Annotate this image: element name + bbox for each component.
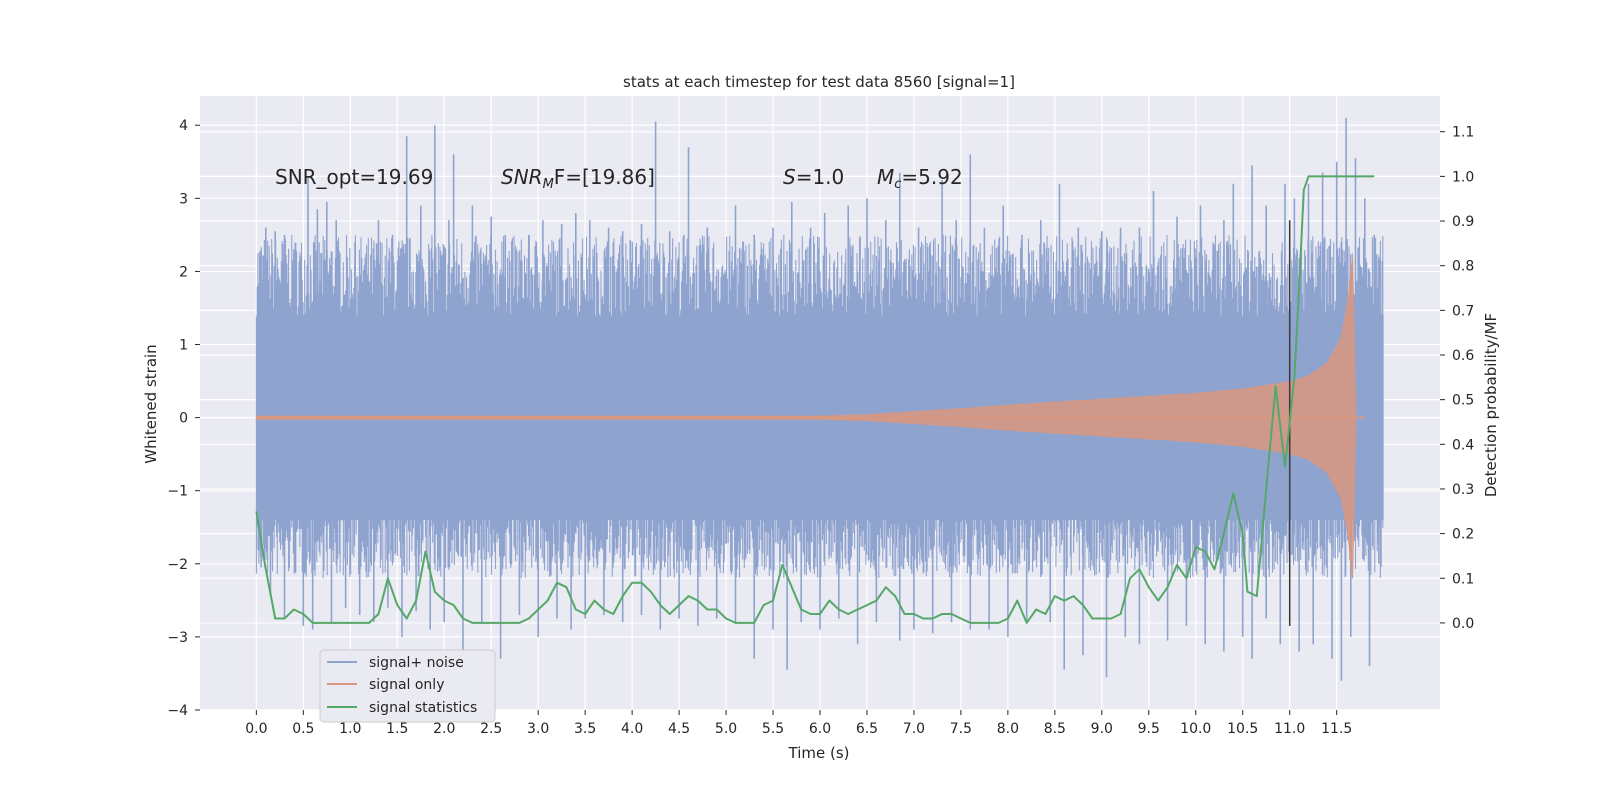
x-tick-label: 4.5: [668, 721, 690, 737]
signal-only-series: [255, 256, 1365, 579]
y-right-tick-label: 0.4: [1452, 437, 1474, 453]
x-tick-label: 7.0: [903, 721, 925, 737]
y-left-tick-label: 3: [179, 191, 188, 207]
y-right-axis-ticks: 1.1 1.0 0.9 0.8 0.7 0.6 0.5 0.4 0.3 0.2 0.1 0.0: [1440, 125, 1474, 632]
x-tick-label: 11.0: [1274, 721, 1305, 737]
y-right-tick-label: 0.8: [1452, 259, 1474, 275]
y-right-axis-label: Detection probability/MF: [1482, 313, 1500, 497]
y-right-tick-label: 0.9: [1452, 214, 1474, 230]
y-left-axis-ticks: 4 3 2 1 0 −1 −2 −3 −4: [167, 118, 200, 719]
legend-label-signal: signal only: [369, 677, 444, 693]
chart-title: stats at each timestep for test data 856…: [623, 73, 1015, 91]
x-tick-label: 5.0: [715, 721, 737, 737]
y-left-tick-label: 0: [179, 411, 188, 427]
y-right-tick-label: 0.2: [1452, 527, 1474, 543]
x-tick-label: 6.5: [856, 721, 878, 737]
y-right-tick-label: 0.1: [1452, 571, 1474, 587]
legend-label-stats: signal statistics: [369, 700, 477, 716]
x-tick-label: 0.5: [292, 721, 314, 737]
x-tick-label: 11.5: [1321, 721, 1352, 737]
x-tick-label: 9.0: [1091, 721, 1113, 737]
x-tick-label: 6.0: [809, 721, 831, 737]
x-tick-label: 3.0: [527, 721, 549, 737]
x-axis-ticks: 0.0 0.5 1.0 1.5 2.0 2.5 3.0 3.5 4.0 4.5 5.0 5.5 6.0 6…: [245, 710, 1352, 737]
x-tick-label: 8.0: [997, 721, 1019, 737]
x-axis-label: Time (s): [788, 744, 850, 762]
x-tick-label: 8.5: [1044, 721, 1066, 737]
x-tick-label: 1.5: [386, 721, 408, 737]
legend-box: [319, 649, 496, 723]
y-left-tick-label: −4: [167, 703, 188, 719]
x-tick-label: 9.5: [1138, 721, 1160, 737]
x-tick-label: 10.5: [1227, 721, 1258, 737]
x-tick-label: 2.0: [433, 721, 455, 737]
signal-statistics-series: [255, 175, 1375, 624]
y-left-axis-label: Whitened strain: [142, 344, 160, 463]
stats-line: [255, 175, 1375, 624]
x-tick-label: 3.5: [574, 721, 596, 737]
y-right-tick-label: 1.1: [1452, 125, 1474, 141]
annotation-snr-mf: SNRMF=[19.86]: [501, 165, 655, 192]
legend-label-noise: signal+ noise: [369, 655, 464, 671]
x-tick-label: 4.0: [621, 721, 643, 737]
y-right-tick-label: 0.5: [1452, 393, 1474, 409]
annotation-s: S=1.0: [783, 165, 844, 189]
y-right-tick-label: 0.7: [1452, 303, 1474, 319]
y-left-tick-label: 2: [179, 264, 188, 280]
x-tick-label: 2.5: [480, 721, 502, 737]
y-left-tick-label: 4: [179, 118, 188, 134]
x-tick-label: 1.0: [339, 721, 361, 737]
y-left-tick-label: −2: [167, 557, 188, 573]
y-left-tick-label: −3: [167, 630, 188, 646]
annotation-snr-opt: SNR_opt=19.69: [275, 165, 433, 189]
y-right-tick-label: 0.3: [1452, 482, 1474, 498]
x-tick-label: 5.5: [762, 721, 784, 737]
x-tick-label: 10.0: [1180, 721, 1211, 737]
x-tick-label: 7.5: [950, 721, 972, 737]
y-right-tick-label: 0.0: [1452, 616, 1474, 632]
y-left-tick-label: 1: [179, 338, 188, 354]
x-tick-label: 0.0: [245, 721, 267, 737]
legend: signal+ noise signal only signal statist…: [319, 649, 496, 723]
y-right-tick-label: 0.6: [1452, 348, 1474, 364]
y-left-tick-label: −1: [167, 484, 188, 500]
noise-peaks: [260, 117, 1380, 681]
y-right-tick-label: 1.0: [1452, 169, 1474, 185]
annotation-mc: Mc=5.92: [877, 165, 963, 192]
